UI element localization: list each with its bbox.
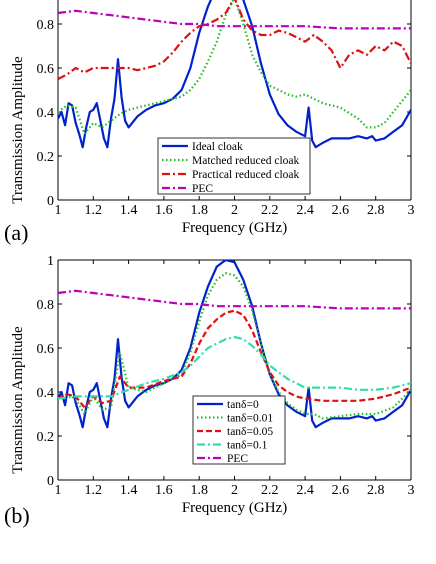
panel-label: (b) <box>4 503 30 528</box>
x-tick-label: 2.6 <box>332 483 350 498</box>
y-tick-label: 0.6 <box>37 62 55 77</box>
x-axis-label: Frequency (GHz) <box>182 500 287 516</box>
chart-panel-b: 1 1.2 1.4 1.6 1.8 2 2.2 2.4 2.6 2.8 3 0 0.2 0.4 0.6 0.8… <box>4 254 415 528</box>
x-tick-label: 2.4 <box>296 483 314 498</box>
legend-entry-2: Practical reduced cloak <box>192 169 300 181</box>
y-tick-label: 0.4 <box>37 386 55 401</box>
y-tick-label: 0 <box>47 194 54 209</box>
y-tick-label: 0.2 <box>37 430 55 445</box>
series-line-3 <box>58 335 411 400</box>
y-tick-label: 0.2 <box>37 150 55 165</box>
legend-entry-1: tanδ=0.01 <box>227 413 273 425</box>
legend-entry-4: PEC <box>227 453 248 465</box>
series-line-3 <box>58 9 411 30</box>
x-tick-label: 1.4 <box>120 483 138 498</box>
series-group <box>58 0 411 149</box>
x-tick-label: 1.6 <box>155 483 173 498</box>
legend-entry-1: Matched reduced cloak <box>192 155 300 167</box>
series-line-0 <box>58 0 411 149</box>
legend-box <box>157 137 311 195</box>
series-line-1 <box>58 272 411 420</box>
y-tick-label: 0.8 <box>37 298 55 313</box>
series-line-2 <box>58 0 411 80</box>
panel-label: (a) <box>4 220 28 245</box>
chart-panel-a: 1 1.2 1.4 1.6 1.8 2 2.2 2.4 2.6 2.8 3 0 0.2 0.4 0.6 0.8… <box>4 0 415 245</box>
x-tick-label: 2.6 <box>332 203 350 218</box>
x-tick-label: 1.4 <box>120 203 138 218</box>
y-tick-label: 0.4 <box>37 106 55 121</box>
x-tick-label: 1.2 <box>85 203 103 218</box>
x-axis-label: Frequency (GHz) <box>182 220 287 236</box>
series-line-0 <box>58 260 411 429</box>
series-group <box>58 260 411 429</box>
y-tick-label: 0.8 <box>37 18 55 33</box>
x-tick-label: 1.2 <box>85 483 103 498</box>
x-tick-label: 1.8 <box>190 203 208 218</box>
x-tick-label: 2 <box>231 483 238 498</box>
y-tick-label: 0.6 <box>37 342 55 357</box>
y-axis-label: Transmission Amplitude <box>10 326 26 474</box>
x-tick-label: 2.2 <box>261 203 279 218</box>
x-tick-label: 2 <box>231 203 238 218</box>
x-tick-label: 1 <box>55 203 62 218</box>
x-tick-label: 1.6 <box>155 203 173 218</box>
legend-entry-2: tanδ=0.05 <box>227 426 273 438</box>
legend-entry-3: PEC <box>192 183 213 195</box>
legend-entry-0: tanδ=0 <box>227 399 259 411</box>
legend-entry-3: tanδ=0.1 <box>227 440 268 452</box>
legend-entry-0: Ideal cloak <box>192 141 243 153</box>
x-tick-label: 3 <box>408 483 415 498</box>
y-axis-label: Transmission Amplitude <box>10 56 26 204</box>
legend: Ideal cloak Matched reduced cloak Practica… <box>157 137 311 195</box>
x-tick-label: 3 <box>408 203 415 218</box>
y-tick-label: 1 <box>47 254 54 269</box>
x-tick-label: 2.8 <box>367 483 385 498</box>
series-line-2 <box>58 309 411 409</box>
y-tick-label: 0 <box>47 474 54 489</box>
series-line-1 <box>58 0 411 136</box>
series-line-4 <box>58 289 411 310</box>
x-tick-label: 1 <box>55 483 62 498</box>
x-tick-label: 2.8 <box>367 203 385 218</box>
x-tick-label: 2.4 <box>296 203 314 218</box>
x-tick-label: 1.8 <box>190 483 208 498</box>
x-tick-label: 2.2 <box>261 483 279 498</box>
